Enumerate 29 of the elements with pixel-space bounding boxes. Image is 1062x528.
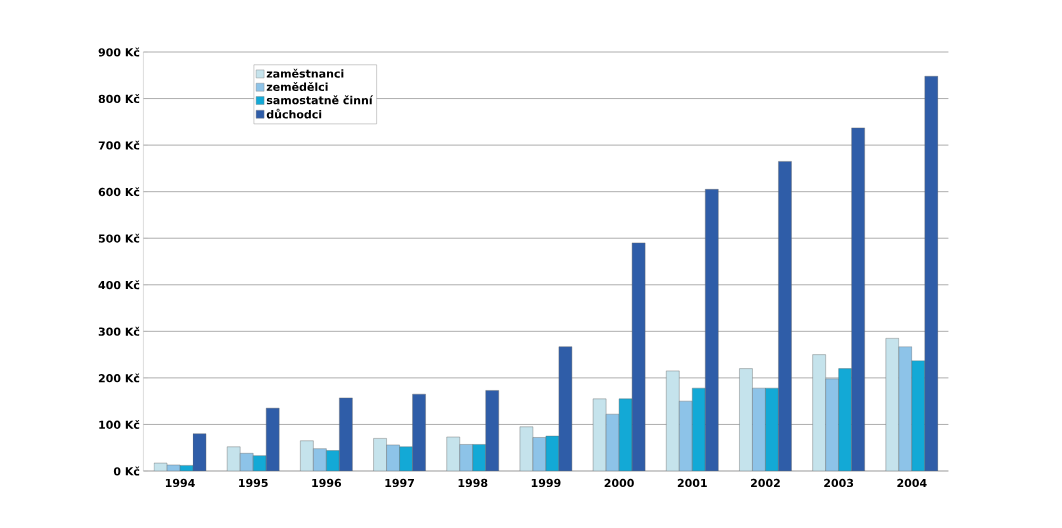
x-tick-label: 1998 [458, 478, 488, 488]
legend-label: zaměstnanci [266, 68, 344, 78]
bar [812, 354, 826, 471]
y-tick-label: 800 Kč [98, 94, 140, 104]
x-tick-label: 2000 [604, 478, 634, 488]
x-tick-label: 1996 [312, 478, 342, 488]
x-tick-label: 1999 [531, 478, 561, 488]
y-tick-label: 100 Kč [99, 419, 140, 429]
y-tick-label: 300 Kč [98, 326, 140, 336]
y-tick-label: 0 Kč [113, 466, 140, 476]
y-tick-label: 200 Kč [98, 373, 140, 383]
y-tick-label: 500 Kč [98, 233, 140, 243]
x-tick-label: 1997 [385, 478, 414, 488]
legend-label: zemědělci [266, 82, 328, 92]
x-tick-label: 2001 [677, 478, 707, 488]
legend-label: důchodci [266, 108, 322, 119]
x-tick-label: 1994 [165, 478, 195, 488]
bar [666, 370, 680, 471]
legend-label: samostatně činní [266, 95, 374, 105]
bar [885, 338, 900, 471]
x-tick-label: 2003 [824, 478, 854, 488]
y-tick-label: 900 Kč [98, 47, 140, 57]
y-tick-label: 600 Kč [98, 187, 140, 197]
x-tick-label: 2002 [751, 478, 780, 488]
y-tick-label: 700 Kč [98, 140, 140, 150]
x-tick-label: 1995 [239, 478, 268, 488]
y-tick-label: 400 Kč [98, 280, 140, 290]
bar [739, 368, 753, 471]
x-tick-label: 2004 [897, 478, 927, 488]
